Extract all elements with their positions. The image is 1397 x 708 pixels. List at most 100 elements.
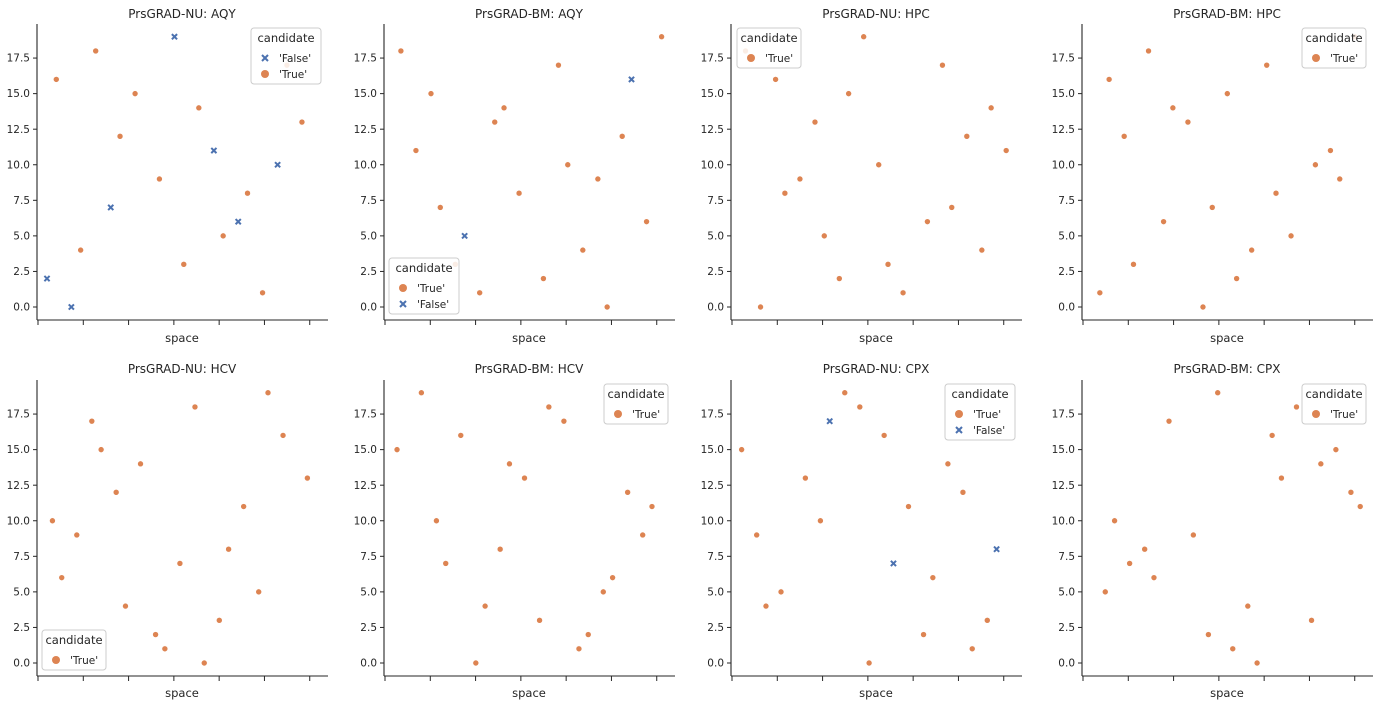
data-point-true — [624, 488, 631, 496]
data-point-true — [564, 161, 572, 169]
y-tick-label: 17.5 — [1052, 53, 1075, 65]
data-point-true — [131, 90, 139, 97]
legend: candidate 'True' — [41, 629, 107, 671]
data-point-true — [1356, 503, 1364, 510]
legend-entry-label: 'False' — [417, 299, 449, 311]
data-point-true — [122, 602, 129, 610]
data-point-true — [575, 645, 583, 653]
y-tick-label: 10.0 — [1052, 159, 1075, 171]
x-axis-label: space — [1210, 686, 1244, 700]
y-tick-label: 17.5 — [701, 409, 724, 421]
y-tick-label: 5.0 — [360, 230, 377, 242]
data-point-true — [1096, 289, 1104, 297]
legend-entry-label: 'True' — [1330, 53, 1358, 65]
data-point-true — [781, 189, 789, 197]
y-tick-label: 5.0 — [13, 586, 30, 598]
y-tick-label: 12.5 — [701, 124, 724, 136]
data-point-true — [88, 417, 96, 425]
legend-entry-label: 'True' — [279, 69, 307, 81]
data-point-true — [180, 261, 188, 268]
data-point-true — [1190, 531, 1197, 539]
subplot-title: PrsGRAD-BM: AQY — [475, 7, 584, 21]
data-point-true — [1233, 275, 1240, 282]
data-point-false — [993, 545, 1000, 553]
data-point-true — [845, 90, 852, 97]
data-point-true — [603, 303, 611, 311]
data-point-true — [472, 659, 480, 667]
y-tick-label: 15.0 — [1052, 88, 1075, 100]
data-point-true — [255, 588, 262, 596]
data-point-true — [1120, 133, 1128, 140]
data-point-true — [594, 175, 602, 183]
data-point-true — [963, 133, 971, 140]
y-tick-label: 7.5 — [13, 195, 30, 207]
data-point-true — [929, 574, 937, 581]
data-point-true — [500, 104, 508, 112]
x-axis-label: space — [165, 686, 199, 700]
legend: candidate 'False' 'True' — [250, 27, 322, 85]
data-point-true — [1205, 631, 1212, 638]
subplot-title: PrsGRAD-BM: CPX — [1174, 362, 1281, 376]
y-tick-label: 5.0 — [13, 230, 30, 242]
data-point-true — [1287, 232, 1295, 240]
data-point-true — [176, 560, 184, 567]
data-point-false — [43, 275, 51, 282]
y-tick-label: 2.5 — [1058, 622, 1075, 634]
data-point-true — [496, 545, 504, 553]
data-point-true — [959, 488, 967, 496]
data-point-true — [899, 289, 907, 297]
legend-entry-label: 'True' — [70, 655, 98, 667]
legend-marker-x-icon — [955, 426, 963, 434]
data-point-true — [536, 617, 543, 624]
data-point-true — [802, 474, 809, 482]
x-axis-label: space — [165, 331, 199, 345]
data-point-true — [481, 602, 489, 610]
data-point-true — [762, 602, 770, 610]
subplot-title: PrsGRAD-BM: HCV — [475, 362, 585, 376]
data-point-true — [584, 631, 592, 638]
y-tick-label: 5.0 — [1058, 586, 1075, 598]
data-point-true — [152, 631, 159, 638]
y-tick-label: 5.0 — [1058, 230, 1075, 242]
y-tick-label: 0.0 — [360, 302, 377, 314]
subplot-title: PrsGRAD-NU: HCV — [128, 362, 237, 376]
data-point-true — [753, 531, 760, 539]
data-point-true — [639, 531, 646, 539]
legend: candidate 'True' — [603, 383, 669, 425]
data-point-true — [427, 90, 435, 97]
y-tick-label: 10.0 — [701, 515, 724, 527]
subplot-title: PrsGRAD-NU: AQY — [128, 7, 236, 21]
legend-marker-dot-icon — [52, 656, 60, 664]
legend-title: candidate — [257, 31, 314, 45]
y-tick-label: 0.0 — [1058, 302, 1075, 314]
data-point-true — [820, 232, 828, 240]
data-point-false — [107, 204, 115, 211]
data-point-true — [52, 76, 60, 83]
data-point-true — [240, 503, 247, 510]
legend-box — [944, 383, 1016, 441]
data-point-true — [219, 232, 227, 240]
x-axis-label: space — [512, 331, 546, 345]
y-tick-label: 17.5 — [354, 409, 377, 421]
legend-entry-label: 'True' — [417, 283, 445, 295]
data-point-true — [491, 118, 499, 126]
data-point-true — [555, 61, 562, 69]
data-point-true — [1317, 460, 1325, 468]
data-point-true — [225, 545, 232, 553]
data-point-true — [545, 403, 553, 411]
data-point-true — [658, 33, 665, 41]
data-point-true — [817, 517, 824, 525]
y-tick-label: 17.5 — [7, 53, 30, 65]
data-point-true — [738, 446, 745, 453]
data-point-true — [560, 417, 568, 425]
data-point-true — [1150, 574, 1158, 581]
legend-title: candidate — [45, 633, 102, 647]
x-axis-label: space — [859, 686, 893, 700]
y-tick-label: 5.0 — [360, 586, 377, 598]
data-point-true — [397, 47, 405, 55]
data-point-true — [875, 161, 883, 169]
y-tick-label: 15.0 — [701, 88, 724, 100]
data-point-false — [890, 560, 897, 567]
legend-marker-dot-icon — [399, 284, 407, 292]
data-point-true — [599, 588, 607, 596]
